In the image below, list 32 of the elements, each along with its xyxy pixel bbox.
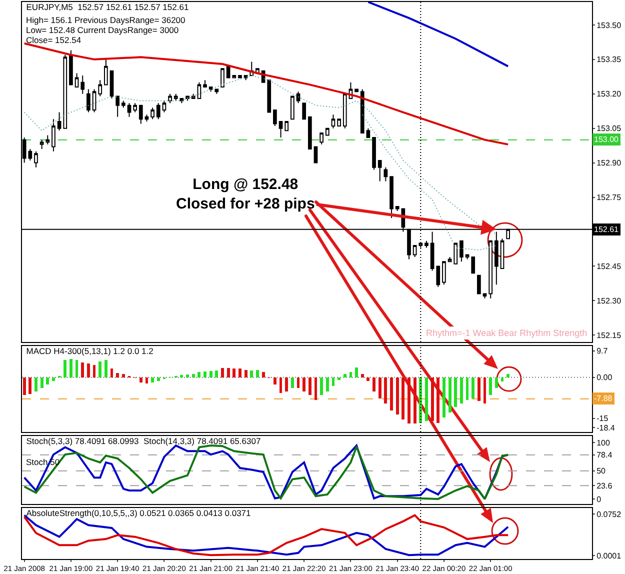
chart-title: EURJPY,M5 152.57 152.61 152.57 152.61 — [26, 2, 189, 12]
y-tick-label: 50 — [596, 466, 606, 476]
y-tick-label: 153.05 — [596, 124, 622, 134]
y-tick-label: -18.4 — [596, 423, 616, 432]
y-tick-label: 152.30 — [596, 296, 622, 306]
y-tick-label: 100 — [596, 438, 610, 448]
y-tick-label: 153.50 — [596, 20, 622, 30]
y-tick-label: 0 — [596, 494, 602, 504]
annotation: Long @ 152.48 Closed for +28 pips — [176, 176, 315, 212]
y-tick-label: 9.7 — [596, 346, 608, 356]
y-tick-label: 152.15 — [596, 330, 622, 340]
y-tick-label: 0.00 — [596, 373, 613, 382]
y-tick-label: 78.4 — [596, 450, 613, 460]
annotation: Low= 152.48 Current DaysRange= 3000 — [26, 25, 179, 35]
annotation: Rhythm=-1 Weak Bear Rhythm Strength — [426, 328, 588, 338]
y-tick-label: 152.75 — [596, 193, 622, 202]
ref-line-label: 153.00 — [594, 135, 620, 144]
chart-title: AbsoluteStrength(0,10,5,5,,3) 0.0521 0.0365 0.0413 0.0371 — [26, 508, 252, 518]
y-tick-label: -15 — [596, 414, 609, 424]
y-tick-label: 152.90 — [596, 158, 622, 168]
y-tick-label: 153.35 — [596, 55, 622, 64]
y-tick-label: 0.0001 — [596, 551, 622, 560]
annotation: High= 156.1 Previous DaysRange= 36200 — [26, 15, 186, 25]
y-tick-label: 23.6 — [596, 481, 613, 490]
annotation: Close= 152.54 — [26, 35, 82, 45]
y-tick-label: 152.45 — [596, 262, 622, 271]
y-tick-label: 153.20 — [596, 90, 622, 99]
chart-title: Stoch(5,3,3) 78.4091 68.0993 Stoch(14,3,3) 78.4091 65.6307 — [26, 436, 261, 446]
y-tick-label: 0.0752 — [596, 510, 622, 519]
ref-line-label: -7.88 — [594, 394, 613, 403]
chart-title: MACD H4-300(5,13,1) 1.2 0.0 1.2 — [26, 346, 154, 356]
ref-line-label: 152.61 — [594, 225, 620, 234]
